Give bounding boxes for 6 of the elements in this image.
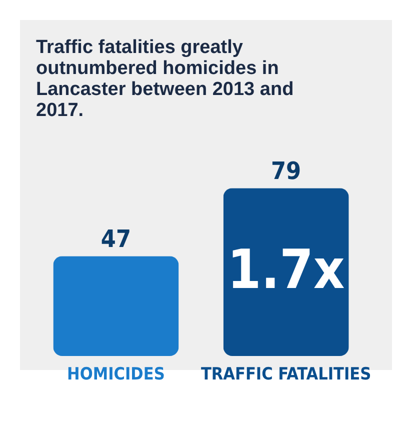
chart-title: Traffic fatalities greatly outnumbered homicides in Lancaster between 2013 and 2017. bbox=[36, 37, 294, 122]
annotation: 1.7x bbox=[227, 238, 345, 302]
data-label: 47 bbox=[100, 225, 131, 254]
data-label: 79 bbox=[271, 157, 302, 186]
x-tick-label: TRAFFIC FATALITIES bbox=[200, 364, 372, 384]
x-tick-label: HOMICIDES bbox=[67, 364, 165, 384]
